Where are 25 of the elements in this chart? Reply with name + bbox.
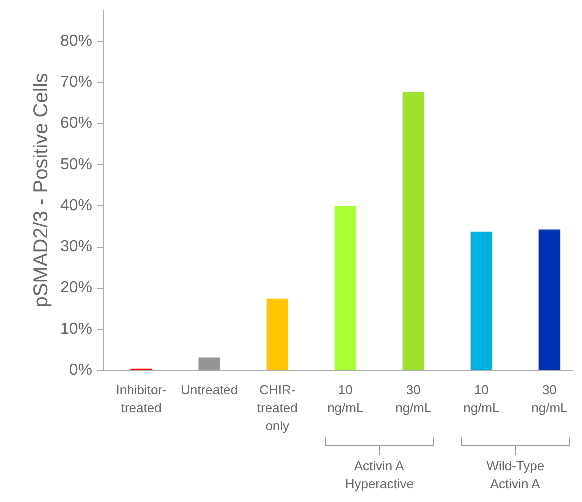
bar: [266, 298, 289, 370]
x-tick-label: 10 ng/mL: [328, 382, 364, 416]
y-axis-title: pSMAD2/3 - Positive Cells: [30, 73, 52, 308]
x-tick-label: Untreated: [181, 382, 238, 398]
text: Wild-Type Activin A: [486, 458, 545, 492]
y-tick-label: 80%: [60, 32, 93, 50]
y-tick-label: 50%: [60, 156, 93, 174]
x-tick-label: 10 ng/mL: [464, 382, 500, 416]
x-tick-label: 30 ng/mL: [532, 382, 568, 416]
y-tick-label: 70%: [60, 74, 93, 91]
text: Activin A Hyperactive: [345, 458, 414, 492]
y-tick-label: 10%: [60, 320, 93, 338]
x-tick-label: Inhibitor- treated: [116, 382, 167, 416]
y-tick-label: 30%: [60, 238, 93, 256]
x-tick-label: 30 ng/mL: [396, 382, 432, 416]
x-tick-label: CHIR- treated only: [257, 382, 298, 434]
y-tick-label: 40%: [60, 197, 93, 214]
y-tick-label: 20%: [60, 280, 93, 297]
bar: [402, 92, 425, 370]
bar: [334, 206, 357, 370]
bar: [470, 232, 493, 370]
y-tick-label: 60%: [60, 115, 93, 132]
bar: [198, 358, 220, 370]
bar: [538, 230, 561, 370]
y-tick-label: 0%: [69, 362, 92, 379]
